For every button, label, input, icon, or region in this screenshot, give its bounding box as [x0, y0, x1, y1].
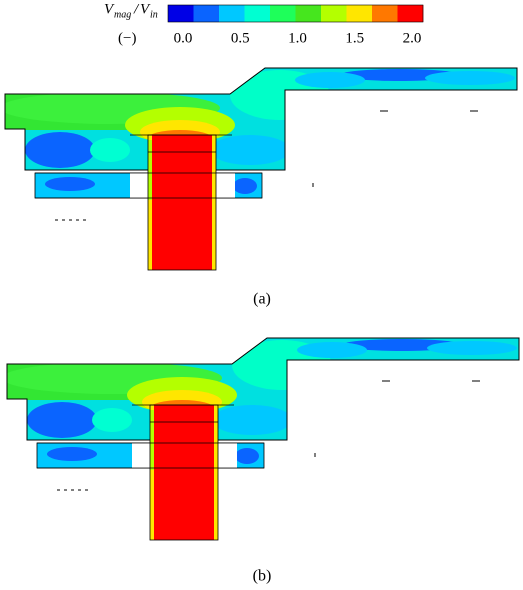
- colorbar: [167, 4, 424, 23]
- colorbar-label: mag: [114, 9, 131, 20]
- colorbar-tick-label: 1.5: [345, 30, 364, 46]
- colorbar-bin: [397, 5, 424, 22]
- colorbar-label: V: [140, 1, 151, 17]
- colorbar-bin: [346, 5, 373, 22]
- contour-plot-b: [2, 330, 522, 540]
- colorbar-bin: [219, 5, 245, 22]
- colorbar-bin: [270, 5, 296, 22]
- colorbar-bin: [193, 5, 220, 22]
- colorbar-tick-label: 1.0: [288, 30, 307, 46]
- colorbar-bin: [168, 5, 194, 22]
- colorbar-unit: (−): [118, 30, 136, 46]
- colorbar-tick-label: 0.5: [231, 30, 250, 46]
- contour-plot-a: [0, 60, 520, 270]
- colorbar-bin: [372, 5, 398, 22]
- caption: (b): [253, 568, 272, 585]
- colorbar-tick-label: 2.0: [403, 30, 422, 46]
- colorbar-frame: [167, 4, 424, 23]
- colorbar-label: /: [133, 1, 140, 17]
- colorbar-bin: [295, 5, 322, 22]
- colorbar-bin: [244, 5, 271, 22]
- caption: (a): [253, 291, 271, 308]
- colorbar-tick-label: 0.0: [174, 30, 193, 46]
- colorbar-bin: [321, 5, 347, 22]
- colorbar-label: V: [104, 1, 115, 17]
- colorbar-label: in: [150, 9, 158, 20]
